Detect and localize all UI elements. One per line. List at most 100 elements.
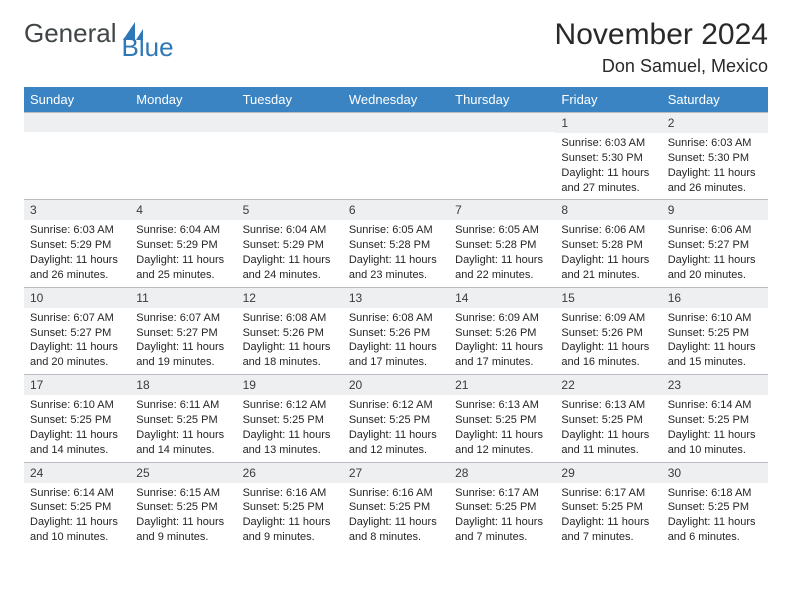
daylight-text: and 25 minutes. — [136, 268, 230, 283]
weekday-header: Tuesday — [237, 87, 343, 113]
day-number: 22 — [555, 375, 661, 395]
day-number: 6 — [343, 200, 449, 220]
sunrise-text: Sunrise: 6:03 AM — [561, 136, 655, 151]
sunrise-text: Sunrise: 6:09 AM — [455, 311, 549, 326]
calendar-day-cell: 30 Sunrise: 6:18 AMSunset: 5:25 PMDayligh… — [662, 462, 768, 549]
calendar-day-cell: 21Sunrise: 6:13 AMSunset: 5:25 PMDayligh… — [449, 375, 555, 462]
day-number: 13 — [343, 288, 449, 308]
sunrise-text: Sunrise: 6:15 AM — [136, 486, 230, 501]
sunrise-text: Sunrise: 6:05 AM — [455, 223, 549, 238]
day-number: 29 — [555, 463, 661, 483]
daylight-text: and 19 minutes. — [136, 355, 230, 370]
calendar-day-cell: 10Sunrise: 6:07 AMSunset: 5:27 PMDayligh… — [24, 287, 130, 374]
daylight-text: Daylight: 11 hours — [668, 515, 762, 530]
sunset-text: Sunset: 5:25 PM — [455, 413, 549, 428]
sunset-text: Sunset: 5:25 PM — [30, 413, 124, 428]
daylight-text: Daylight: 11 hours — [561, 253, 655, 268]
title-block: November 2024 Don Samuel, Mexico — [555, 18, 768, 77]
calendar-week-row: 24Sunrise: 6:14 AMSunset: 5:25 PMDayligh… — [24, 462, 768, 549]
calendar-day-cell: 28Sunrise: 6:17 AMSunset: 5:25 PMDayligh… — [449, 462, 555, 549]
calendar-day-cell: 15Sunrise: 6:09 AMSunset: 5:26 PMDayligh… — [555, 287, 661, 374]
calendar-week-row: 1Sunrise: 6:03 AMSunset: 5:30 PMDaylight… — [24, 113, 768, 200]
calendar-day-cell: 23Sunrise: 6:14 AMSunset: 5:25 PMDayligh… — [662, 375, 768, 462]
daylight-text: and 15 minutes. — [668, 355, 762, 370]
calendar-day-cell: 20Sunrise: 6:12 AMSunset: 5:25 PMDayligh… — [343, 375, 449, 462]
calendar-day-cell: 2Sunrise: 6:03 AMSunset: 5:30 PMDaylight… — [662, 113, 768, 200]
day-details: Sunrise: 6:09 AMSunset: 5:26 PMDaylight:… — [449, 308, 555, 374]
day-number: 10 — [24, 288, 130, 308]
daylight-text: and 14 minutes. — [136, 443, 230, 458]
calendar-day-cell: 17Sunrise: 6:10 AMSunset: 5:25 PMDayligh… — [24, 375, 130, 462]
day-details: Sunrise: 6:13 AMSunset: 5:25 PMDaylight:… — [555, 395, 661, 461]
calendar-week-row: 3Sunrise: 6:03 AMSunset: 5:29 PMDaylight… — [24, 200, 768, 287]
day-number: 17 — [24, 375, 130, 395]
calendar-day-cell — [24, 113, 130, 200]
sunset-text: Sunset: 5:25 PM — [668, 500, 762, 515]
daylight-text: and 26 minutes. — [30, 268, 124, 283]
day-details: Sunrise: 6:03 AMSunset: 5:29 PMDaylight:… — [24, 220, 130, 286]
day-details: Sunrise: 6:17 AMSunset: 5:25 PMDaylight:… — [555, 483, 661, 549]
weekday-header: Friday — [555, 87, 661, 113]
calendar-day-cell: 5Sunrise: 6:04 AMSunset: 5:29 PMDaylight… — [237, 200, 343, 287]
calendar-day-cell — [130, 113, 236, 200]
sunrise-text: Sunrise: 6:10 AM — [30, 398, 124, 413]
calendar-day-cell: 4Sunrise: 6:04 AMSunset: 5:29 PMDaylight… — [130, 200, 236, 287]
weekday-header: Wednesday — [343, 87, 449, 113]
day-details: Sunrise: 6:05 AMSunset: 5:28 PMDaylight:… — [449, 220, 555, 286]
sunrise-text: Sunrise: 6:13 AM — [455, 398, 549, 413]
day-number: 30 — [662, 463, 768, 483]
weekday-header: Thursday — [449, 87, 555, 113]
day-details: Sunrise: 6:04 AMSunset: 5:29 PMDaylight:… — [130, 220, 236, 286]
daylight-text: Daylight: 11 hours — [243, 340, 337, 355]
daylight-text: Daylight: 11 hours — [30, 340, 124, 355]
location-subtitle: Don Samuel, Mexico — [555, 56, 768, 77]
sunrise-text: Sunrise: 6:18 AM — [668, 486, 762, 501]
day-details: Sunrise: 6:14 AMSunset: 5:25 PMDaylight:… — [24, 483, 130, 549]
daylight-text: and 6 minutes. — [668, 530, 762, 545]
daylight-text: and 23 minutes. — [349, 268, 443, 283]
sunset-text: Sunset: 5:25 PM — [243, 413, 337, 428]
sunset-text: Sunset: 5:25 PM — [136, 413, 230, 428]
sunset-text: Sunset: 5:28 PM — [561, 238, 655, 253]
sunset-text: Sunset: 5:26 PM — [349, 326, 443, 341]
day-number: 23 — [662, 375, 768, 395]
day-number: 21 — [449, 375, 555, 395]
sunrise-text: Sunrise: 6:05 AM — [349, 223, 443, 238]
daylight-text: Daylight: 11 hours — [30, 428, 124, 443]
sunrise-text: Sunrise: 6:17 AM — [561, 486, 655, 501]
sunrise-text: Sunrise: 6:11 AM — [136, 398, 230, 413]
sunrise-text: Sunrise: 6:16 AM — [349, 486, 443, 501]
sunrise-text: Sunrise: 6:12 AM — [349, 398, 443, 413]
calendar-day-cell: 3Sunrise: 6:03 AMSunset: 5:29 PMDaylight… — [24, 200, 130, 287]
day-number — [237, 113, 343, 132]
day-details: Sunrise: 6:14 AMSunset: 5:25 PMDaylight:… — [662, 395, 768, 461]
sunrise-text: Sunrise: 6:09 AM — [561, 311, 655, 326]
day-details: Sunrise: 6:07 AMSunset: 5:27 PMDaylight:… — [24, 308, 130, 374]
day-details: Sunrise: 6:07 AMSunset: 5:27 PMDaylight:… — [130, 308, 236, 374]
day-details: Sunrise: 6:17 AMSunset: 5:25 PMDaylight:… — [449, 483, 555, 549]
day-details: Sunrise: 6:10 AMSunset: 5:25 PMDaylight:… — [662, 308, 768, 374]
sunset-text: Sunset: 5:25 PM — [243, 500, 337, 515]
day-number: 11 — [130, 288, 236, 308]
calendar-day-cell: 19Sunrise: 6:12 AMSunset: 5:25 PMDayligh… — [237, 375, 343, 462]
sunrise-text: Sunrise: 6:04 AM — [243, 223, 337, 238]
daylight-text: and 7 minutes. — [561, 530, 655, 545]
day-details: Sunrise: 6:11 AMSunset: 5:25 PMDaylight:… — [130, 395, 236, 461]
daylight-text: and 9 minutes. — [243, 530, 337, 545]
daylight-text: and 24 minutes. — [243, 268, 337, 283]
daylight-text: Daylight: 11 hours — [349, 428, 443, 443]
daylight-text: Daylight: 11 hours — [561, 428, 655, 443]
sunset-text: Sunset: 5:27 PM — [668, 238, 762, 253]
daylight-text: and 20 minutes. — [668, 268, 762, 283]
daylight-text: Daylight: 11 hours — [455, 340, 549, 355]
day-number: 12 — [237, 288, 343, 308]
day-details: Sunrise: 6:08 AMSunset: 5:26 PMDaylight:… — [343, 308, 449, 374]
day-details: Sunrise: 6:15 AMSunset: 5:25 PMDaylight:… — [130, 483, 236, 549]
day-details: Sunrise: 6:16 AMSunset: 5:25 PMDaylight:… — [343, 483, 449, 549]
day-number: 2 — [662, 113, 768, 133]
daylight-text: Daylight: 11 hours — [30, 253, 124, 268]
daylight-text: and 26 minutes. — [668, 181, 762, 196]
day-details: Sunrise: 6:10 AMSunset: 5:25 PMDaylight:… — [24, 395, 130, 461]
sunset-text: Sunset: 5:28 PM — [349, 238, 443, 253]
logo: General Blue — [24, 18, 198, 49]
